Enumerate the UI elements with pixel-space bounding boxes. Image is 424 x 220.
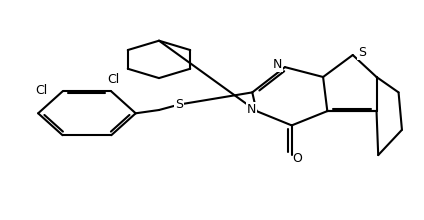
Text: O: O (292, 152, 302, 165)
Text: S: S (176, 97, 183, 111)
Text: N: N (247, 103, 256, 116)
Text: Cl: Cl (36, 84, 48, 97)
Text: N: N (273, 58, 282, 71)
Text: Cl: Cl (107, 73, 120, 86)
Text: S: S (358, 46, 366, 59)
